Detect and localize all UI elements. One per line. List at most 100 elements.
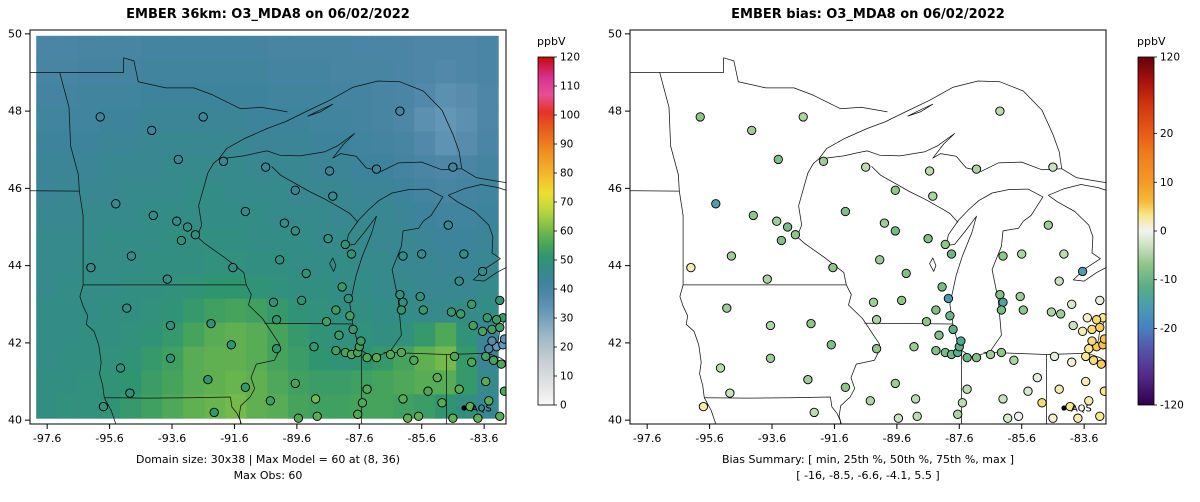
station-dot — [343, 293, 354, 304]
raster-cell — [246, 131, 268, 156]
raster-cell — [99, 394, 121, 419]
raster-cell — [120, 59, 142, 85]
y-axis: 40 42 44 46 48 50 — [8, 27, 30, 427]
state-border — [659, 72, 684, 285]
station-dot — [1043, 220, 1053, 230]
model-map-panel: -97.6 -95.6 -93.6 -91.6 -89.6 -87.6 -85.6 -83.6… — [8, 7, 580, 482]
raster-cell — [267, 35, 289, 61]
station-dot — [415, 291, 425, 302]
station-dot — [1059, 249, 1069, 259]
y-tick-label: 44 — [608, 259, 622, 272]
raster-cell — [351, 83, 373, 108]
raster-cell — [36, 35, 58, 61]
station-dot — [481, 376, 491, 387]
station-dot — [301, 268, 311, 279]
station-dot — [1087, 324, 1097, 335]
raster-cell — [183, 322, 205, 347]
raster-cell — [414, 155, 436, 180]
raster-cell — [309, 155, 331, 180]
station-dot — [765, 353, 776, 363]
raster-cell — [330, 394, 352, 419]
raster-cell — [330, 155, 352, 180]
raster-cell — [288, 298, 310, 324]
raster-cell — [456, 107, 478, 132]
raster-cell — [393, 227, 415, 252]
station-dot — [331, 305, 341, 315]
station-dot — [477, 326, 488, 336]
station-dot — [334, 330, 344, 340]
raster-cell — [141, 298, 163, 324]
colorbar-tick-label: 20 — [560, 342, 573, 354]
y-tick-label: 48 — [608, 105, 622, 118]
raster-cell — [372, 83, 394, 108]
station-dot — [1032, 372, 1042, 383]
raster-cell — [99, 322, 121, 347]
station-dot — [1073, 413, 1083, 423]
station-dot — [385, 349, 396, 360]
station-dot — [912, 411, 922, 421]
station-dot — [946, 249, 957, 259]
x-tick-label: -85.6 — [1007, 432, 1035, 445]
raster-cell — [36, 298, 58, 324]
raster-cell — [141, 370, 163, 395]
raster-cell — [204, 298, 226, 324]
raster-cell — [78, 346, 100, 371]
station-dot — [268, 297, 279, 307]
raster-cell — [57, 179, 79, 204]
station-dot — [482, 313, 492, 323]
x-tick-label: -93.6 — [758, 432, 786, 445]
station-dot — [865, 396, 875, 406]
station-dot — [1081, 351, 1091, 362]
raster-cell — [78, 298, 100, 324]
station-dot — [353, 409, 363, 419]
raster-cell — [99, 370, 121, 395]
state-border — [196, 158, 281, 424]
raster-cell — [183, 346, 205, 371]
aqs-legend-label: AQS — [1071, 404, 1092, 415]
station-dot — [809, 407, 819, 418]
station-dot — [798, 112, 808, 122]
y-tick-label: 50 — [8, 27, 22, 40]
station-dot — [803, 374, 813, 385]
station-dot — [931, 345, 941, 356]
raster-cell — [99, 107, 121, 132]
raster-cell — [435, 59, 457, 85]
raster-cell — [57, 298, 79, 324]
raster-cell — [288, 131, 310, 156]
station-dot — [413, 411, 424, 421]
raster-cell — [393, 59, 415, 85]
raster-cell — [246, 59, 268, 85]
aqs-legend: AQS — [461, 404, 492, 415]
bias-map-caption-line1: Bias Summary: [ min, 25th %, 50th %, 75t… — [721, 453, 1015, 466]
station-dot — [396, 347, 407, 358]
station-dot — [1077, 326, 1088, 336]
station-dot — [934, 330, 944, 340]
raster-cell — [225, 59, 247, 85]
station-dot — [417, 249, 427, 259]
model-map-caption-line2: Max Obs: 60 — [233, 469, 303, 482]
raster-cell — [414, 322, 436, 347]
raster-cell — [204, 179, 226, 204]
raster-cell — [309, 107, 331, 132]
station-dot — [1054, 276, 1064, 286]
raster-cell — [78, 203, 100, 228]
station-dot — [148, 210, 158, 221]
state-border — [461, 168, 506, 183]
station-dot — [448, 162, 458, 172]
raster-cell — [225, 35, 247, 61]
raster-cell — [162, 59, 184, 85]
station-dot — [496, 359, 506, 369]
station-dot — [956, 336, 966, 346]
raster-cell — [78, 35, 100, 61]
raster-cell — [36, 107, 58, 132]
raster-cell — [477, 107, 499, 132]
station-dot — [293, 413, 304, 423]
station-dot — [499, 334, 506, 344]
station-dot — [890, 226, 900, 236]
raster-cell — [141, 250, 163, 276]
raster-cell — [36, 155, 58, 180]
raster-cell — [246, 370, 268, 395]
station-dot — [340, 239, 350, 250]
station-dot — [147, 125, 157, 136]
